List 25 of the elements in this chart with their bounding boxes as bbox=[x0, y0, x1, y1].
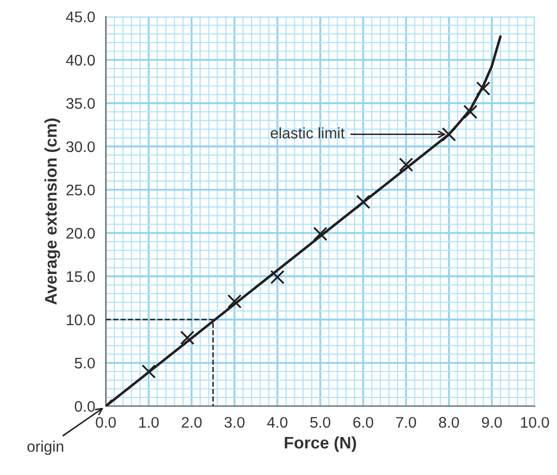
x-tick-label: 6.0 bbox=[353, 416, 374, 428]
y-axis-title: Average extension (cm) bbox=[44, 118, 60, 305]
x-tick-label: 2.0 bbox=[182, 416, 202, 428]
y-tick-label: 25.0 bbox=[66, 184, 95, 196]
x-tick-label: 10.0 bbox=[521, 416, 549, 428]
x-tick-label: 0.0 bbox=[96, 416, 116, 428]
x-tick-label: 9.0 bbox=[482, 416, 502, 428]
y-tick-label: 15.0 bbox=[66, 271, 95, 282]
y-tick-label: 10.0 bbox=[66, 314, 95, 326]
y-tick-label: 0.0 bbox=[74, 400, 95, 412]
annotation: origin bbox=[27, 440, 64, 455]
x-tick-label: 1.0 bbox=[139, 416, 159, 428]
y-tick-label: 20.0 bbox=[66, 228, 95, 239]
x-tick-label: 8.0 bbox=[438, 416, 459, 428]
x-axis-title: Force (N) bbox=[284, 436, 356, 452]
y-tick-label: 5.0 bbox=[74, 358, 95, 369]
y-tick-label: 30.0 bbox=[66, 141, 95, 152]
y-tick-label: 45.0 bbox=[66, 11, 95, 22]
y-tick-label: 40.0 bbox=[66, 54, 95, 66]
annotation: elastic limit bbox=[270, 127, 345, 138]
x-tick-label: 3.0 bbox=[224, 416, 245, 428]
x-tick-label: 4.0 bbox=[267, 416, 288, 428]
x-tick-label: 7.0 bbox=[396, 416, 416, 428]
y-tick-label: 35.0 bbox=[66, 98, 95, 109]
x-tick-label: 5.0 bbox=[310, 416, 330, 428]
